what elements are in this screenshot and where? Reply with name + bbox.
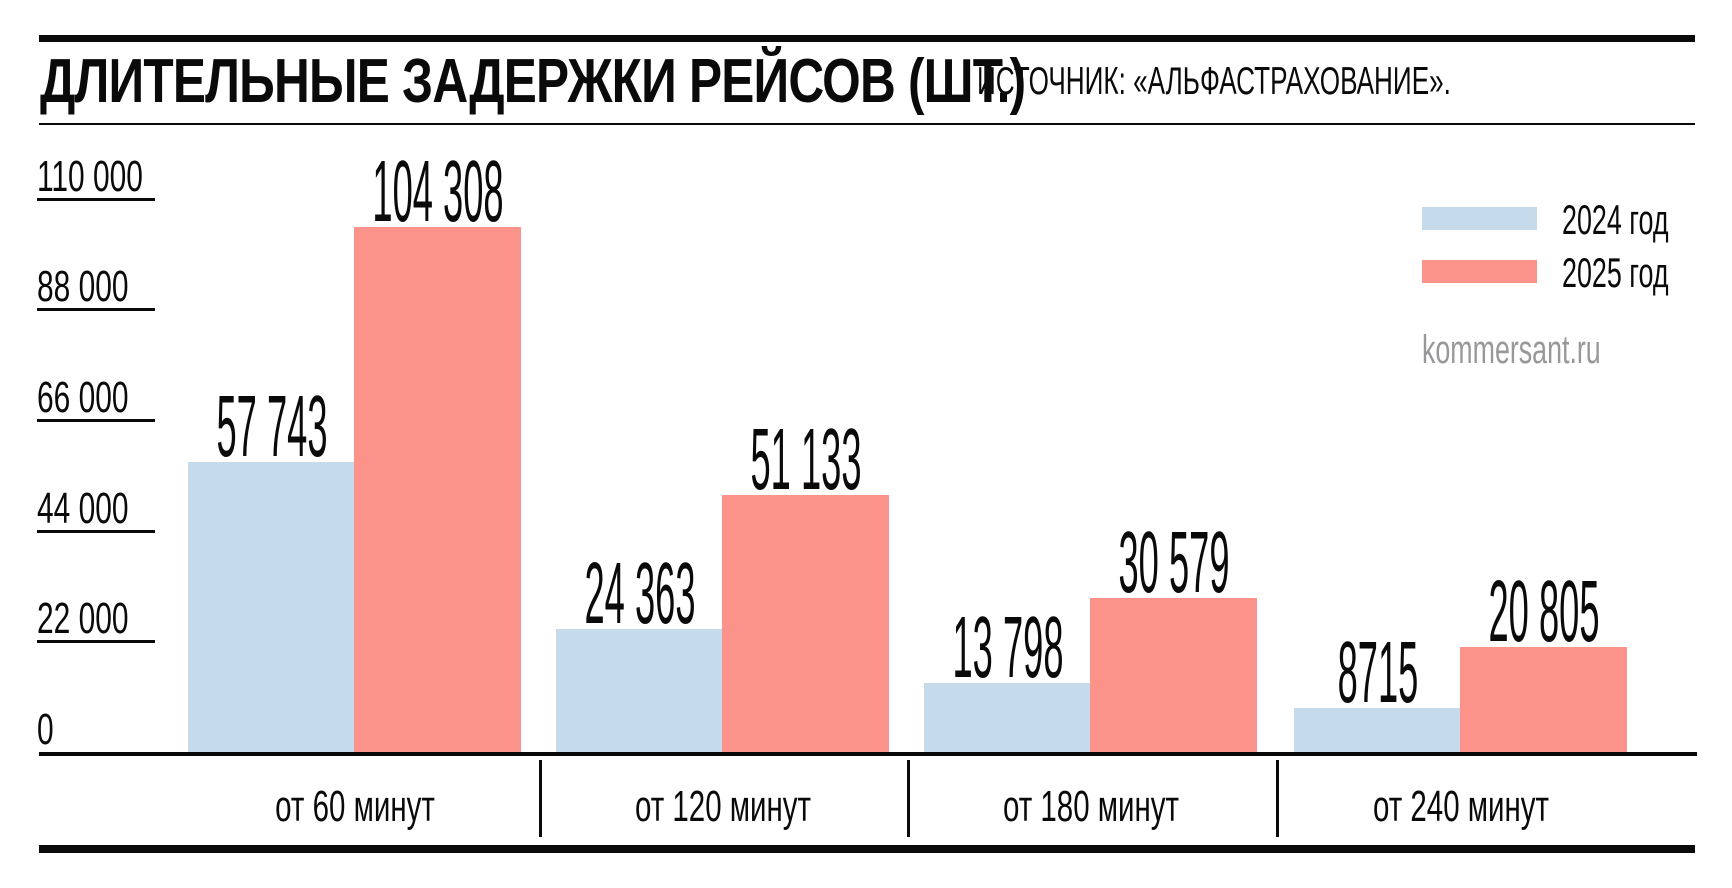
bar-2024-group3 [924,683,1091,752]
y-tick-label-0: 0 [37,705,54,754]
y-tick-label-110000: 110 000 [37,151,143,201]
category-separator-1 [539,760,542,837]
value-label-2024-group3: 13 798 [951,597,1064,696]
bar-2025-group3 [1090,598,1257,752]
category-label-4: от 240 минут [1372,782,1550,831]
category-label-2: от 120 минут [634,782,812,831]
value-label-2025-group4: 20 805 [1487,561,1600,660]
bar-2024-group4 [1294,708,1461,752]
bar-2024-group2 [556,629,723,752]
bottom-rule [39,845,1695,853]
legend-label-2025: 2025 год [1562,249,1669,296]
chart-title: ДЛИТЕЛЬНЫЕ ЗАДЕРЖКИ РЕЙСОВ (ШТ.) [40,47,1026,116]
y-tick-label-22000: 22 000 [37,594,129,644]
legend-swatch-2024 [1422,207,1537,230]
top-rule [39,35,1695,42]
bar-2025-group1 [354,227,521,752]
bar-2025-group4 [1460,647,1627,752]
category-label-1: от 60 минут [275,782,435,831]
watermark: kommersant.ru [1422,328,1601,372]
value-label-2024-group1: 57 743 [215,376,328,475]
value-label-2025-group3: 30 579 [1117,512,1230,611]
bar-2024-group1 [188,462,355,752]
y-tick-label-66000: 66 000 [37,373,129,423]
value-label-2025-group1: 104 308 [371,141,504,240]
y-tick-label-44000: 44 000 [37,483,129,533]
value-label-2025-group2: 51 133 [749,409,862,508]
chart-source: ИСТОЧНИК: «АЛЬФАСТРАХОВАНИЕ». [977,60,1451,103]
legend-label-2024: 2024 год [1562,196,1669,243]
value-label-2024-group4: 8715 [1337,622,1418,721]
value-label-2024-group2: 24 363 [583,543,696,642]
y-tick-line-44000 [37,529,155,533]
category-label-3: от 180 минут [1002,782,1180,831]
y-tick-line-110000 [37,197,155,201]
y-tick-line-88000 [37,308,155,312]
x-axis-line [39,752,1697,756]
y-tick-label-88000: 88 000 [37,262,129,312]
bar-2025-group2 [722,495,889,752]
y-tick-line-66000 [37,419,155,423]
title-divider-rule [39,123,1695,125]
category-separator-3 [1276,760,1279,837]
legend-swatch-2025 [1422,260,1537,283]
category-separator-2 [907,760,910,837]
y-tick-line-22000 [37,640,155,644]
